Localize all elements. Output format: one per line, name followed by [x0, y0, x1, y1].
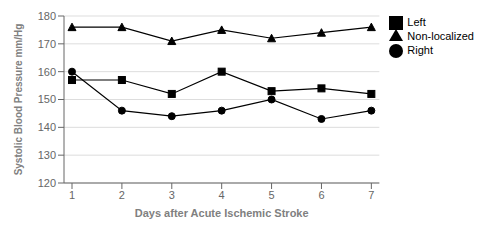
svg-text:170: 170	[38, 38, 56, 50]
html-text:Right: Right	[407, 44, 433, 57]
svg-text:2: 2	[119, 189, 125, 201]
svg-text:6: 6	[318, 189, 324, 201]
svg-text:180: 180	[38, 10, 56, 22]
svg-text:160: 160	[38, 66, 56, 78]
svg-text:150: 150	[38, 93, 56, 105]
svg-text:4: 4	[219, 189, 225, 201]
svg-text:Days after Acute Ischemic Stro: Days after Acute Ischemic Stroke	[135, 207, 309, 219]
html-text:Left: Left	[407, 16, 426, 28]
svg-text:Systolic Blood Pressure mm/Hg: Systolic Blood Pressure mm/Hg	[13, 24, 24, 176]
svg-text:5: 5	[269, 189, 275, 201]
svg-text:3: 3	[169, 189, 175, 201]
svg-text:1: 1	[69, 189, 75, 201]
svg-text:7: 7	[368, 189, 374, 201]
html-text:Non-localized: Non-localized	[407, 30, 474, 43]
svg-text:140: 140	[38, 121, 56, 133]
svg-text:130: 130	[38, 149, 56, 161]
svg-text:120: 120	[38, 177, 56, 189]
